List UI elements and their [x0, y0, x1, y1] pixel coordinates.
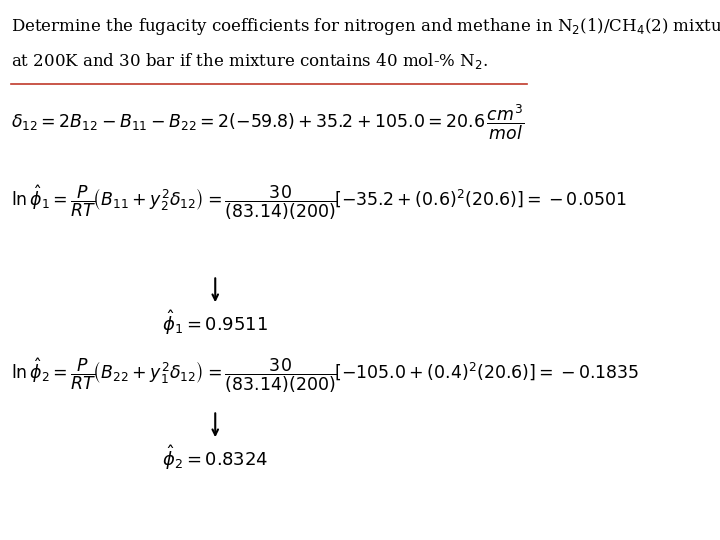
Text: $\delta_{12} = 2B_{12} - B_{11} - B_{22} = 2(-59.8)+35.2+105.0 = 20.6\,\dfrac{cm: $\delta_{12} = 2B_{12} - B_{11} - B_{22}… — [11, 103, 524, 142]
Text: Determine the fugacity coefficients for nitrogen and methane in N$_2$(1)/CH$_4$(: Determine the fugacity coefficients for … — [11, 16, 720, 37]
Text: $\hat{\phi}_1 = 0.9511$: $\hat{\phi}_1 = 0.9511$ — [162, 308, 269, 336]
Text: $\ln\hat{\phi}_2 = \dfrac{P}{RT}\!\left(B_{22} + y_1^2\delta_{12}\right)$$= \dfr: $\ln\hat{\phi}_2 = \dfrac{P}{RT}\!\left(… — [11, 356, 639, 395]
Text: $\hat{\phi}_2 = 0.8324$: $\hat{\phi}_2 = 0.8324$ — [162, 443, 269, 471]
Text: $\ln\hat{\phi}_1 = \dfrac{P}{RT}\!\left(B_{11} + y_2^2\delta_{12}\right)$$= \dfr: $\ln\hat{\phi}_1 = \dfrac{P}{RT}\!\left(… — [11, 184, 627, 222]
Text: at 200K and 30 bar if the mixture contains 40 mol-% N$_2$.: at 200K and 30 bar if the mixture contai… — [11, 51, 488, 71]
